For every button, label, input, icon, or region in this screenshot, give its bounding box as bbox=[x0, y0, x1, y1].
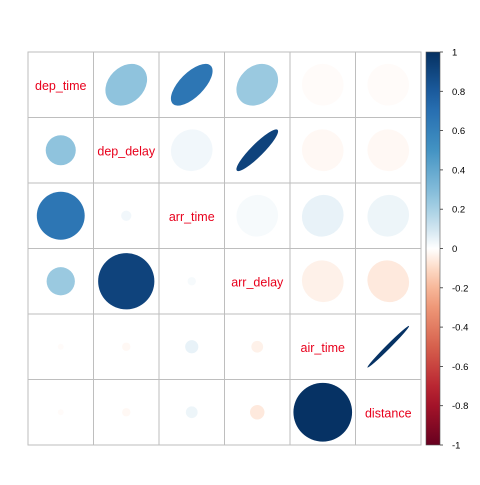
circle-mark-arr_time-dep_time bbox=[36, 191, 85, 240]
colorbar-tick-label: -0.4 bbox=[452, 323, 468, 334]
color-legend: 1 0.8 0.6 0.4 0.2 0 -0.2 -0.4 -0.6 -0.8 -1 bbox=[425, 48, 468, 452]
ellipse-mark-dep_delay-distance bbox=[367, 129, 410, 172]
circle-mark-arr_delay-dep_time bbox=[46, 267, 75, 296]
colorbar-tick-label: -1 bbox=[452, 441, 460, 452]
correlation-marks bbox=[36, 63, 410, 442]
ellipse-mark-arr_time-air_time bbox=[301, 194, 344, 237]
ellipse-mark-dep_delay-arr_time bbox=[170, 129, 213, 172]
matrix-cell-dep_delay-dep_delay bbox=[93, 117, 160, 184]
colorbar-tick-label: -0.6 bbox=[452, 362, 468, 373]
colorbar-tick-label: 0.6 bbox=[452, 126, 465, 137]
circle-mark-air_time-dep_time bbox=[57, 343, 64, 350]
ellipse-mark-dep_time-dep_delay bbox=[105, 63, 148, 106]
ellipse-mark-dep_time-distance bbox=[367, 63, 410, 106]
ellipse-mark-dep_time-arr_delay bbox=[236, 63, 279, 106]
circle-mark-arr_delay-arr_time bbox=[187, 277, 196, 286]
circle-mark-distance-dep_delay bbox=[122, 408, 131, 417]
diagonal-labels: dep_time dep_delay arr_time arr_delay air_ti… bbox=[35, 79, 412, 421]
circle-mark-air_time-dep_delay bbox=[122, 342, 131, 351]
colorbar-tick-label: -0.8 bbox=[452, 401, 468, 412]
circle-mark-arr_time-dep_delay bbox=[121, 210, 132, 221]
circle-mark-dep_delay-dep_time bbox=[45, 135, 76, 166]
ellipse-mark-dep_time-air_time bbox=[301, 63, 344, 106]
variable-label-distance: distance bbox=[365, 406, 412, 420]
colorbar-tick-label: 0.2 bbox=[452, 205, 465, 216]
variable-label-dep_time: dep_time bbox=[35, 79, 86, 93]
circle-mark-distance-dep_time bbox=[57, 409, 64, 416]
variable-label-arr_time: arr_time bbox=[169, 210, 215, 224]
colorbar-tick-label: 0.4 bbox=[452, 165, 465, 176]
colorbar-gradient bbox=[425, 51, 441, 446]
colorbar-tick-label: 0 bbox=[452, 244, 457, 255]
circle-mark-distance-arr_time bbox=[185, 406, 198, 419]
colorbar-tick-label: 0.8 bbox=[452, 87, 465, 98]
matrix-cell-distance-distance bbox=[355, 379, 422, 446]
ellipse-mark-arr_delay-air_time bbox=[301, 260, 344, 303]
ellipse-mark-dep_time-arr_time bbox=[170, 63, 213, 106]
variable-label-air_time: air_time bbox=[301, 341, 346, 355]
circle-mark-air_time-arr_time bbox=[185, 340, 199, 354]
matrix-cell-arr_time-dep_delay bbox=[93, 182, 160, 249]
matrix-cell-arr_delay-arr_delay bbox=[224, 248, 291, 315]
variable-label-arr_delay: arr_delay bbox=[231, 275, 284, 289]
ellipse-mark-dep_delay-air_time bbox=[301, 129, 344, 172]
matrix-cell-air_time-air_time bbox=[289, 313, 356, 380]
ellipse-mark-dep_delay-arr_delay bbox=[236, 129, 279, 172]
ellipse-mark-arr_delay-distance bbox=[367, 260, 410, 303]
ellipse-mark-arr_time-distance bbox=[367, 194, 410, 237]
colorbar-tick-label: 1 bbox=[452, 48, 457, 59]
circle-mark-distance-arr_delay bbox=[250, 405, 265, 420]
matrix-cells bbox=[27, 51, 422, 446]
variable-label-dep_delay: dep_delay bbox=[97, 144, 155, 158]
matrix-cell-dep_time-dep_time bbox=[27, 51, 94, 118]
ellipse-mark-air_time-distance bbox=[367, 325, 410, 368]
circle-mark-arr_delay-dep_delay bbox=[98, 253, 155, 310]
circle-mark-air_time-arr_delay bbox=[251, 340, 264, 353]
colorbar-tick-label: -0.2 bbox=[452, 283, 468, 294]
circle-mark-distance-air_time bbox=[293, 382, 353, 442]
ellipse-mark-arr_time-arr_delay bbox=[236, 194, 279, 237]
